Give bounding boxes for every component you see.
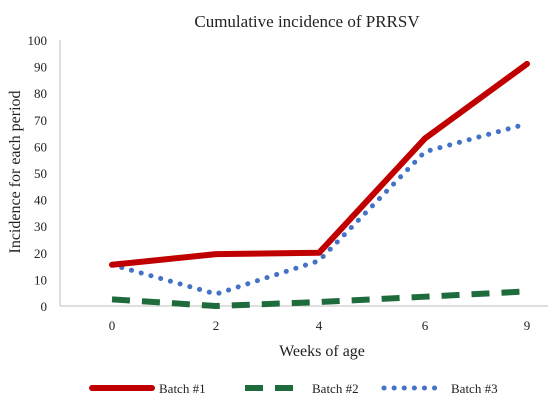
x-tick-label: 9 xyxy=(524,318,531,333)
y-axis-title: Incidence for each period xyxy=(7,90,24,253)
y-tick-label: 20 xyxy=(34,246,47,261)
legend-label-batch-2: Batch #2 xyxy=(312,381,359,396)
x-tick-label: 4 xyxy=(316,318,323,333)
x-tick-labels: 0 2 4 6 9 xyxy=(109,318,531,333)
legend: Batch #1 Batch #2 Batch #3 xyxy=(89,381,498,396)
y-tick-label: 10 xyxy=(34,272,47,287)
chart-title: Cumulative incidence of PRRSV xyxy=(194,12,420,31)
x-tick-label: 0 xyxy=(109,318,116,333)
y-tick-label: 40 xyxy=(34,193,47,208)
y-tick-label: 90 xyxy=(34,60,47,75)
series-line-batch-1 xyxy=(109,60,530,268)
y-tick-label: 80 xyxy=(34,86,47,101)
x-tick-label: 6 xyxy=(422,318,429,333)
series-line-batch-2 xyxy=(111,288,528,309)
y-tick-labels: 0 10 20 30 40 50 60 70 80 90 100 xyxy=(28,33,48,314)
y-tick-label: 60 xyxy=(34,139,47,154)
legend-label-batch-3: Batch #3 xyxy=(451,381,498,396)
series-layer xyxy=(109,60,530,309)
y-tick-label: 70 xyxy=(34,113,47,128)
y-tick-label: 0 xyxy=(41,299,48,314)
y-tick-label: 50 xyxy=(34,166,47,181)
series-line-batch-3 xyxy=(109,121,530,297)
legend-label-batch-1: Batch #1 xyxy=(159,381,206,396)
x-axis-title: Weeks of age xyxy=(279,343,365,360)
y-tick-label: 30 xyxy=(34,219,47,234)
x-tick-label: 2 xyxy=(213,318,220,333)
y-tick-label: 100 xyxy=(28,33,48,48)
